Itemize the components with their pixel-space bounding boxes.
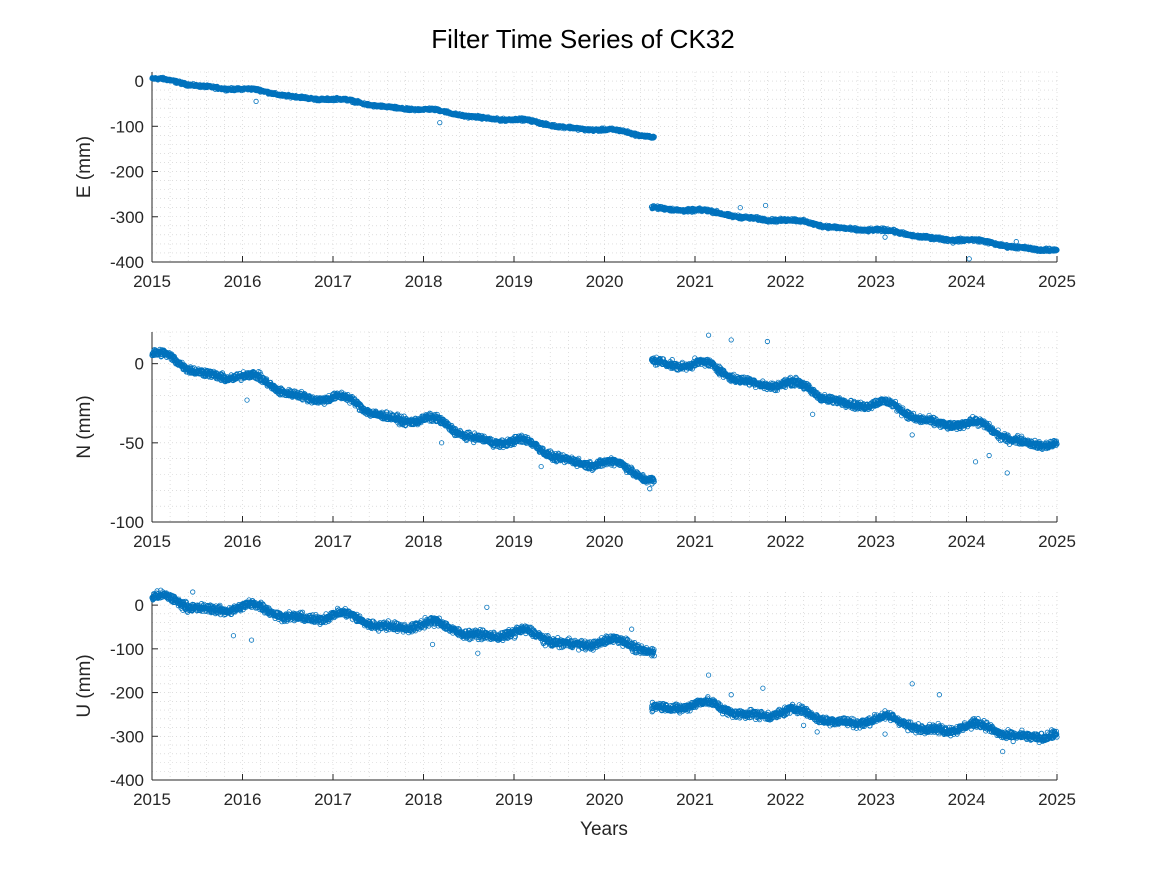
x-tick-label: 2022 bbox=[767, 272, 805, 291]
x-axis-label: Years bbox=[580, 819, 628, 840]
minor-grid-n bbox=[151, 331, 1058, 523]
y-tick-label: -200 bbox=[110, 163, 144, 182]
x-tick-label: 2024 bbox=[948, 532, 986, 551]
outlier-point bbox=[966, 256, 972, 262]
x-tick-label: 2019 bbox=[495, 272, 533, 291]
y-tick-label: -300 bbox=[110, 208, 144, 227]
outlier-point bbox=[437, 120, 443, 126]
x-tick-label: 2021 bbox=[676, 272, 714, 291]
y-tick-label: -50 bbox=[119, 434, 144, 453]
x-tick-label: 2015 bbox=[133, 272, 171, 291]
y-tick-label: -100 bbox=[110, 513, 144, 532]
x-tick-label: 2023 bbox=[857, 532, 895, 551]
x-tick-label: 2020 bbox=[586, 532, 624, 551]
x-tick-label: 2021 bbox=[676, 532, 714, 551]
x-tick-label: 2019 bbox=[495, 532, 533, 551]
y-tick-label: -400 bbox=[110, 253, 144, 272]
panels: 2015 2016 2017 2018 2019 2020 2021 2022 2023 2024… bbox=[74, 71, 1076, 809]
x-tick-label: 2017 bbox=[314, 532, 352, 551]
outlier-point bbox=[253, 98, 259, 105]
x-tick-label: 2023 bbox=[857, 272, 895, 291]
x-tick-label: 2022 bbox=[767, 532, 805, 551]
y-axis-label-n: N (mm) bbox=[74, 395, 95, 458]
x-tick-label: 2025 bbox=[1038, 532, 1076, 551]
outlier-point bbox=[882, 234, 888, 240]
x-tick-label: 2016 bbox=[224, 272, 262, 291]
x-tick-label: 2017 bbox=[314, 272, 352, 291]
x-tick-label: 2018 bbox=[405, 272, 443, 291]
panel-n: 2015 2016 2017 2018 2019 2020 2021 2022 2023 2024… bbox=[74, 331, 1076, 551]
figure-title: Filter Time Series of CK32 bbox=[431, 24, 734, 54]
x-tick-label: 2024 bbox=[948, 272, 986, 291]
x-tick-label: 2020 bbox=[586, 272, 624, 291]
x-tick-label: 2016 bbox=[224, 532, 262, 551]
y-tick-label: 0 bbox=[135, 72, 144, 91]
y-axis-label-e: E (mm) bbox=[74, 136, 95, 198]
outlier-point bbox=[762, 202, 769, 209]
y-tick-label: -100 bbox=[110, 117, 144, 136]
panel-e: 2015 2016 2017 2018 2019 2020 2021 2022 2023 2024… bbox=[74, 71, 1076, 291]
outlier-point bbox=[1013, 239, 1019, 245]
x-tick-label: 2025 bbox=[1038, 272, 1076, 291]
x-tick-label: 2015 bbox=[133, 532, 171, 551]
y-tick-label: 0 bbox=[135, 355, 144, 374]
series-e bbox=[149, 74, 1060, 262]
x-tick-label: 2018 bbox=[405, 532, 443, 551]
